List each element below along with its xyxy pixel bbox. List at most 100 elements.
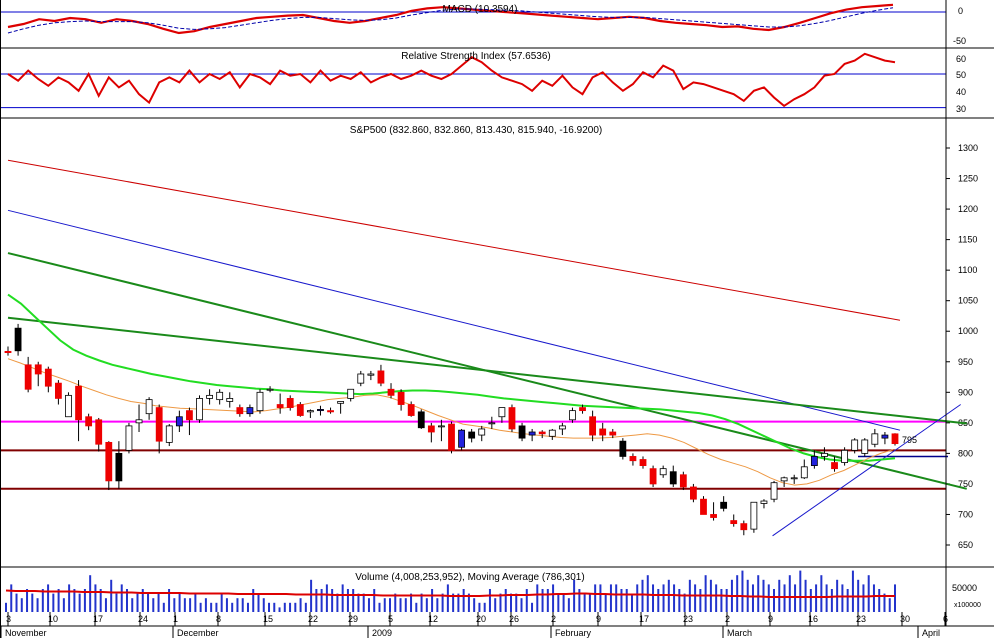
candle — [589, 410, 597, 442]
candle — [730, 514, 738, 527]
candle — [347, 388, 355, 402]
candle — [508, 404, 516, 433]
candle — [468, 428, 476, 443]
candle-body — [871, 433, 879, 445]
moving-averages — [7, 293, 896, 486]
candle-body — [246, 407, 254, 415]
date-tick-label: 9 — [768, 614, 773, 624]
candle-body — [4, 350, 12, 354]
date-tick-label: 23 — [683, 614, 693, 624]
candle — [679, 471, 687, 491]
candle — [357, 370, 365, 387]
candle — [579, 404, 586, 414]
candle-body — [14, 327, 22, 352]
candle — [377, 364, 385, 387]
month-label: November — [5, 628, 47, 638]
candle — [639, 456, 647, 469]
rsi-tick-label-60: 60 — [956, 54, 966, 64]
candle — [750, 501, 758, 533]
candle — [65, 392, 72, 418]
candle — [24, 356, 32, 393]
date-tick-label: 29 — [348, 614, 358, 624]
price-tick-label-1150: 1150 — [958, 235, 977, 245]
candle-body — [135, 419, 143, 424]
candle — [306, 409, 314, 418]
date-tick-label: 3 — [6, 614, 11, 624]
price-panel: 1300125012001150110010501000950900850800… — [0, 125, 978, 550]
candle — [4, 346, 12, 356]
candle-body — [468, 431, 476, 439]
price-tick-label-800: 800 — [958, 448, 973, 458]
candle-body — [296, 404, 304, 416]
candle — [700, 496, 707, 515]
price-title: S&P500 (832.860, 832.860, 813.430, 815.9… — [350, 125, 602, 136]
date-tick-label: 17 — [639, 614, 649, 624]
date-tick-label: 6 — [943, 614, 948, 624]
candle — [871, 428, 879, 448]
candle-body — [669, 471, 677, 485]
candle-body — [498, 407, 506, 418]
candle — [135, 404, 143, 433]
candle-body — [780, 477, 788, 482]
rsi-panel: Relative Strength Index (57.6536) 60 50 … — [0, 51, 966, 114]
candle-body — [427, 425, 435, 433]
candle-body — [770, 482, 778, 500]
date-tick-label: 10 — [48, 614, 58, 624]
candle — [105, 441, 113, 491]
candle — [226, 392, 234, 408]
candle — [54, 380, 62, 405]
candle — [548, 428, 556, 440]
rsi-tick-label-30: 30 — [956, 104, 966, 114]
price-tick-label-700: 700 — [958, 509, 973, 519]
candle-body — [75, 385, 82, 421]
candle — [861, 438, 869, 457]
volume-ma-line — [5, 589, 895, 598]
moving-average-1 — [7, 358, 894, 486]
candle — [407, 401, 415, 417]
candle-body — [377, 370, 385, 384]
price-tick-label-750: 750 — [958, 479, 973, 489]
candle — [458, 428, 465, 451]
candle-body — [851, 439, 859, 451]
candle-body — [740, 523, 748, 531]
price-tick-label-1200: 1200 — [958, 204, 978, 214]
macd-panel: MACD (10.3594) 0 -50 — [0, 3, 966, 46]
candle-body — [720, 501, 728, 509]
candle — [196, 395, 203, 423]
macd-series-line-1 — [7, 7, 894, 34]
candle-body — [145, 399, 153, 415]
volume-panel: Volume (4,008,253,952), Moving Average (… — [5, 570, 981, 612]
candle — [186, 407, 193, 436]
macd-title: MACD (10.3594) — [442, 4, 517, 15]
candle-body — [599, 428, 607, 436]
candle — [488, 416, 496, 429]
candle-body — [85, 416, 93, 427]
candle — [397, 389, 405, 411]
candle — [266, 386, 274, 393]
date-tick-label: 16 — [808, 614, 818, 624]
candle — [256, 389, 264, 414]
candle-body — [387, 388, 395, 396]
candle-body — [206, 394, 213, 399]
price-tick-label-1100: 1100 — [958, 265, 977, 275]
candle — [720, 496, 728, 512]
rsi-tick-label-50: 50 — [956, 70, 966, 80]
candle-body — [679, 474, 687, 488]
date-tick-label: 12 — [428, 614, 438, 624]
macd-series-line-0 — [7, 3, 894, 35]
candle-body — [24, 364, 32, 390]
candle — [609, 428, 617, 439]
candle — [236, 404, 244, 417]
candle-body — [236, 407, 244, 415]
month-label: March — [727, 628, 752, 638]
candle — [841, 447, 849, 466]
candle-body — [700, 498, 707, 515]
candle — [619, 438, 627, 460]
price-tick-label-650: 650 — [958, 540, 973, 550]
candle — [95, 417, 103, 452]
candle — [75, 380, 82, 442]
candle — [599, 422, 607, 442]
candle — [246, 404, 254, 417]
date-tick-label: 30 — [900, 614, 910, 624]
